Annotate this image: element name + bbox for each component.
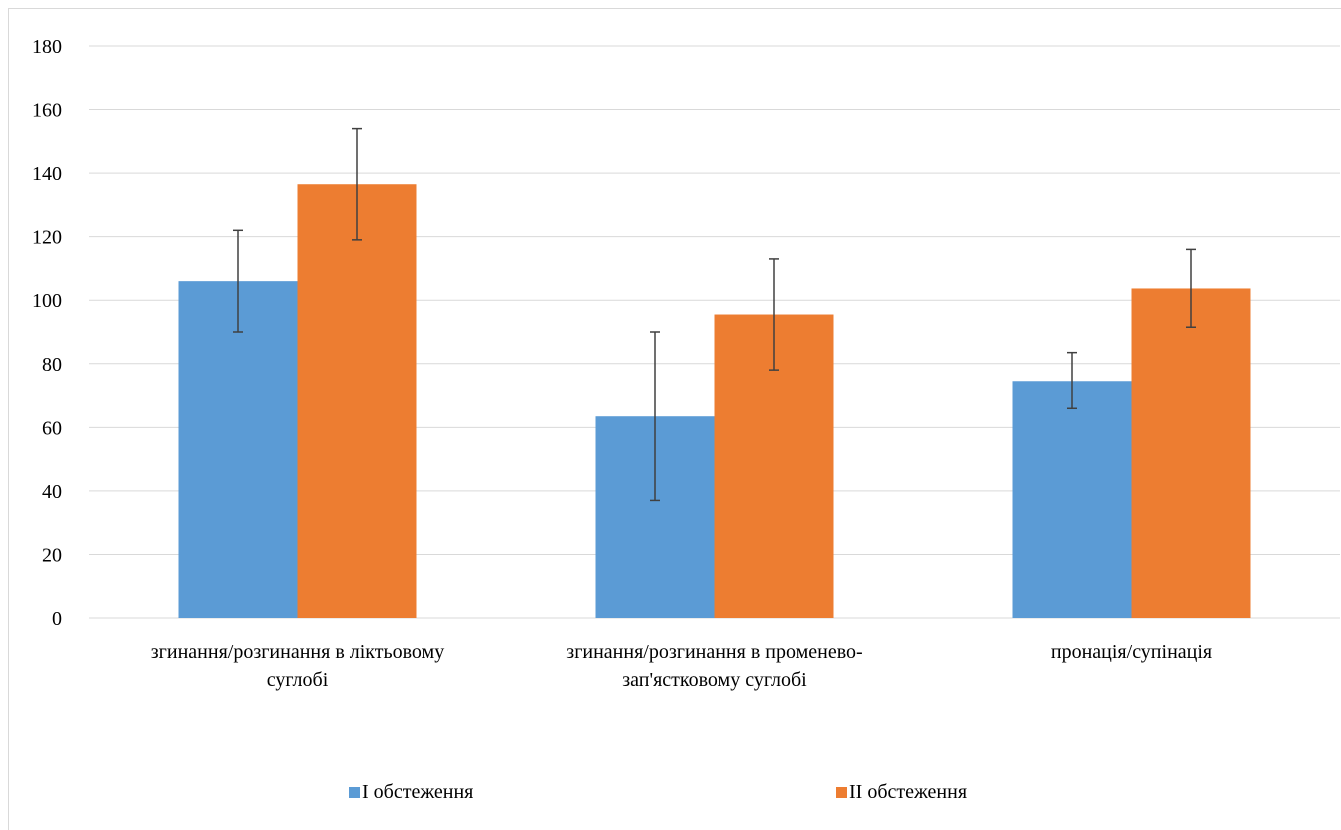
x-category-label: пронація/супінація — [1051, 641, 1212, 663]
error-bar — [352, 127, 362, 241]
error-bar — [1186, 248, 1196, 328]
y-tick-label: 60 — [42, 417, 62, 439]
error-bar — [650, 331, 660, 502]
y-tick-label: 80 — [42, 354, 62, 376]
bar-series-2-cat-3 — [1131, 288, 1251, 618]
y-tick-label: 180 — [32, 36, 62, 58]
y-tick-label: 20 — [42, 544, 62, 566]
error-bar — [233, 229, 243, 333]
y-tick-label: 100 — [32, 290, 62, 312]
chart-frame — [8, 8, 1341, 830]
legend-label: I обстеження — [362, 781, 473, 803]
legend-item-series-1: I обстеження — [349, 781, 473, 803]
y-tick-label: 120 — [32, 227, 62, 249]
x-category-label: згинання/розгинання в променево-зап'ястк… — [566, 641, 862, 691]
bar-series-1-cat-3 — [1012, 381, 1132, 618]
legend-label: II обстеження — [849, 781, 967, 803]
y-tick-label: 160 — [32, 100, 62, 122]
x-category-label: згинання/розгинання в ліктьовому суглобі — [151, 641, 444, 691]
bar-series-1-cat-1 — [178, 281, 298, 618]
error-bar — [1067, 351, 1077, 410]
y-tick-label: 140 — [32, 163, 62, 185]
legend-swatch — [349, 787, 360, 798]
error-bars — [233, 127, 1196, 502]
legend-swatch — [836, 787, 847, 798]
y-tick-label: 40 — [42, 481, 62, 503]
y-axis-tick-labels: 0 20 40 60 80 100 120 140 160 180 — [32, 36, 62, 630]
legend-item-series-2: II обстеження — [836, 781, 967, 803]
x-axis-category-labels: згинання/розгинання в ліктьовому суглобі з… — [151, 641, 1212, 691]
error-bar — [769, 258, 779, 371]
bars — [178, 184, 1251, 618]
bar-series-2-cat-1 — [297, 184, 417, 618]
legend: I обстеження II обстеження — [349, 781, 967, 803]
y-tick-label: 0 — [52, 608, 62, 630]
